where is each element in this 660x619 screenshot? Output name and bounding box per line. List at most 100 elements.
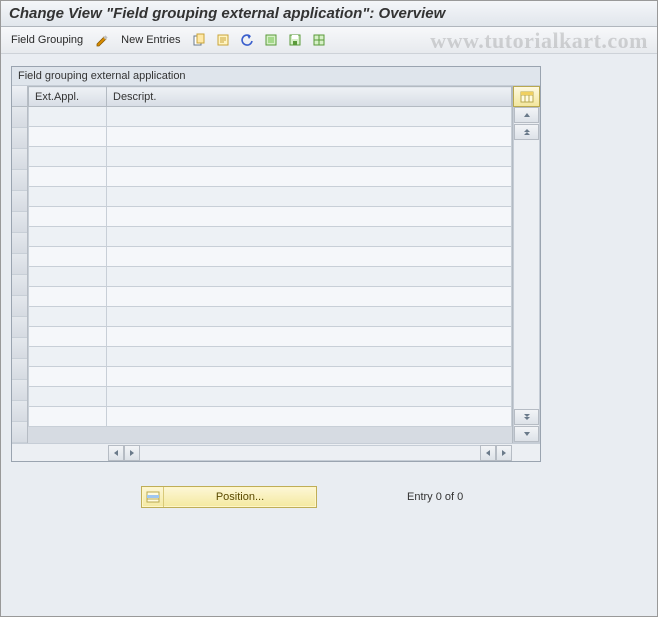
row-selector[interactable] [12,170,27,191]
row-selector-header [12,86,27,107]
grid-right-controls [512,86,540,443]
cell-descript[interactable] [107,127,512,147]
hscroll-track[interactable] [140,445,480,461]
table-row[interactable] [29,287,512,307]
cell-descript[interactable] [107,367,512,387]
row-selector[interactable] [12,149,27,170]
table-row[interactable] [29,107,512,127]
copy-icon[interactable] [190,31,208,49]
cell-descript[interactable] [107,287,512,307]
cell-descript[interactable] [107,407,512,427]
position-button-label: Position... [164,491,316,503]
table-row[interactable] [29,307,512,327]
row-selector[interactable] [12,359,27,380]
cell-ext-appl[interactable] [29,327,107,347]
table-row[interactable] [29,347,512,367]
scroll-down-page-icon[interactable] [514,409,539,425]
table-row[interactable] [29,227,512,247]
scroll-down-icon[interactable] [514,426,539,442]
scroll-left-icon[interactable] [108,445,124,461]
cell-ext-appl[interactable] [29,107,107,127]
content-area: Field grouping external application [1,54,657,616]
row-selector[interactable] [12,275,27,296]
row-selector[interactable] [12,401,27,422]
cell-ext-appl[interactable] [29,367,107,387]
data-table: Ext.Appl. Descript. [28,86,512,427]
row-selector[interactable] [12,422,27,443]
entry-count-text: Entry 0 of 0 [407,491,463,503]
table-row[interactable] [29,407,512,427]
pencil-icon[interactable] [93,31,111,49]
row-selector[interactable] [12,338,27,359]
row-selector[interactable] [12,317,27,338]
cell-ext-appl[interactable] [29,227,107,247]
table-row[interactable] [29,387,512,407]
cell-ext-appl[interactable] [29,307,107,327]
select-block-icon[interactable] [310,31,328,49]
cell-ext-appl[interactable] [29,167,107,187]
cell-descript[interactable] [107,107,512,127]
table-row[interactable] [29,147,512,167]
scroll-up-icon[interactable] [514,107,539,123]
select-all-icon[interactable] [262,31,280,49]
row-selector[interactable] [12,380,27,401]
table-settings-button[interactable] [513,86,540,107]
table-row[interactable] [29,167,512,187]
cell-ext-appl[interactable] [29,207,107,227]
cell-descript[interactable] [107,347,512,367]
scroll-left-end-icon[interactable] [480,445,496,461]
table-row[interactable] [29,207,512,227]
cell-descript[interactable] [107,147,512,167]
window-title: Change View "Field grouping external app… [1,1,657,27]
row-selector[interactable] [12,191,27,212]
row-selector-column [12,86,28,443]
scroll-up-page-icon[interactable] [514,124,539,140]
column-header-ext-appl[interactable]: Ext.Appl. [29,87,107,107]
save-icon[interactable] [286,31,304,49]
cell-ext-appl[interactable] [29,127,107,147]
cell-ext-appl[interactable] [29,187,107,207]
vertical-scrollbar[interactable] [513,107,540,443]
cell-ext-appl[interactable] [29,247,107,267]
horizontal-scrollbar[interactable] [12,443,540,461]
cell-descript[interactable] [107,207,512,227]
footer-bar: Position... Entry 0 of 0 [11,462,647,526]
cell-ext-appl[interactable] [29,147,107,167]
new-entries-button[interactable]: New Entries [117,32,184,48]
row-selector[interactable] [12,128,27,149]
undo-icon[interactable] [238,31,256,49]
table-row[interactable] [29,267,512,287]
table-row[interactable] [29,187,512,207]
note-icon[interactable] [214,31,232,49]
row-selector[interactable] [12,296,27,317]
table-row[interactable] [29,247,512,267]
position-button[interactable]: Position... [141,486,317,508]
cell-ext-appl[interactable] [29,287,107,307]
cell-ext-appl[interactable] [29,387,107,407]
table-row[interactable] [29,327,512,347]
cell-descript[interactable] [107,307,512,327]
row-selector[interactable] [12,212,27,233]
row-selector[interactable] [12,107,27,128]
cell-descript[interactable] [107,267,512,287]
cell-descript[interactable] [107,247,512,267]
cell-descript[interactable] [107,327,512,347]
cell-ext-appl[interactable] [29,347,107,367]
main-toolbar: Field Grouping New Entries [1,27,657,54]
cell-descript[interactable] [107,387,512,407]
cell-ext-appl[interactable] [29,267,107,287]
scroll-right-end-icon[interactable] [496,445,512,461]
data-panel: Field grouping external application [11,66,541,462]
cell-ext-appl[interactable] [29,407,107,427]
cell-descript[interactable] [107,167,512,187]
column-header-descript[interactable]: Descript. [107,87,512,107]
table-row[interactable] [29,127,512,147]
cell-descript[interactable] [107,227,512,247]
field-grouping-button[interactable]: Field Grouping [7,32,87,48]
row-selector[interactable] [12,233,27,254]
row-selector[interactable] [12,254,27,275]
position-icon [142,487,164,507]
cell-descript[interactable] [107,187,512,207]
table-row[interactable] [29,367,512,387]
scroll-right-icon[interactable] [124,445,140,461]
